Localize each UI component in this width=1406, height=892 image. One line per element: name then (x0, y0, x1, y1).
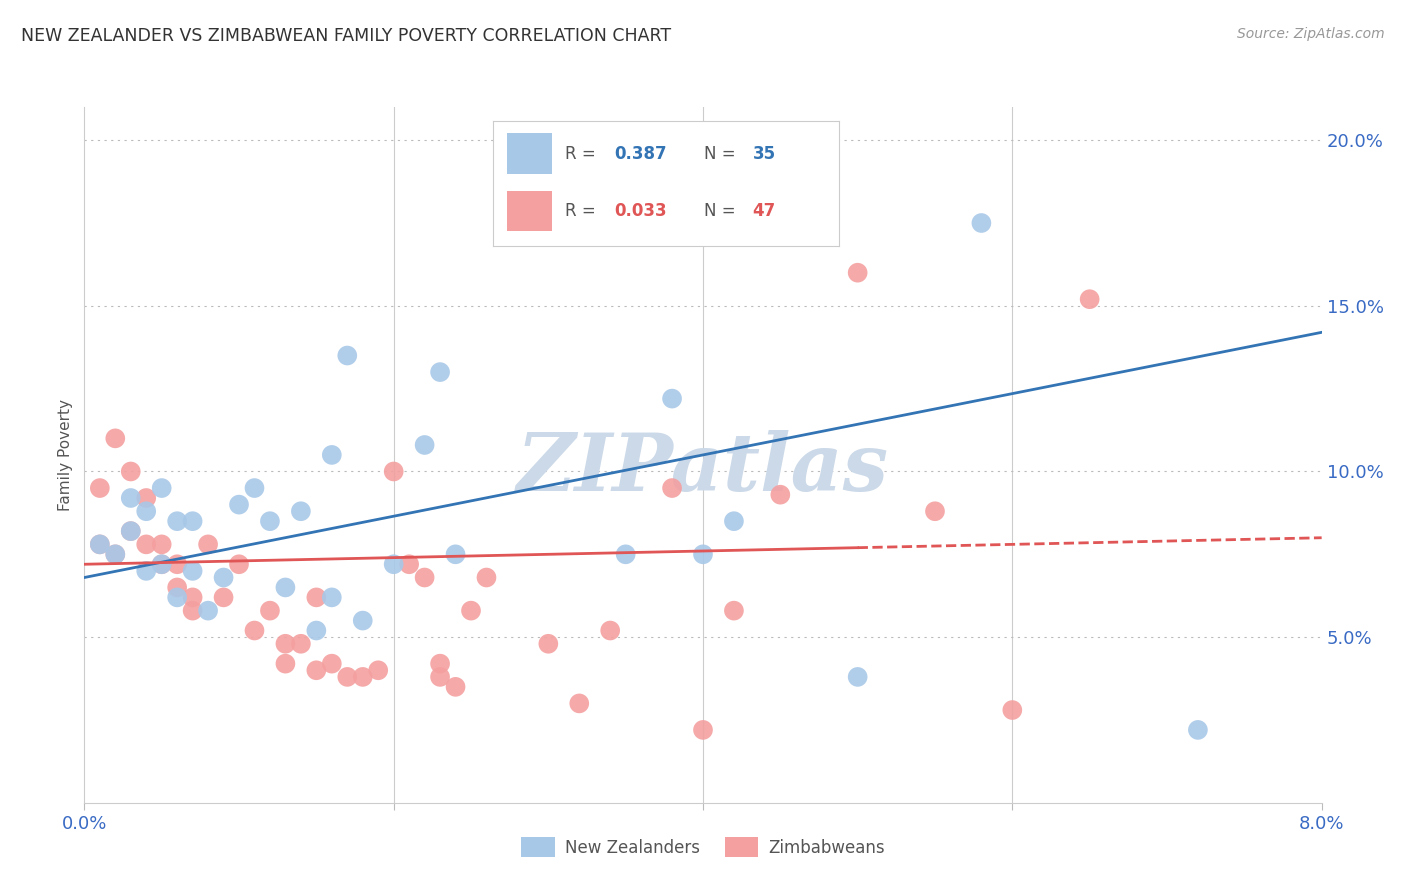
Point (104, 547, 127, 561)
Point (305, 624, 328, 638)
Point (181, 604, 204, 618)
Text: NEW ZEALANDER VS ZIMBABWEAN FAMILY POVERTY CORRELATION CHART: NEW ZEALANDER VS ZIMBABWEAN FAMILY POVER… (21, 27, 671, 45)
Point (429, 365, 451, 379)
Point (970, 216, 993, 230)
Point (104, 431, 127, 445)
Point (104, 547, 127, 561)
Point (599, 624, 621, 638)
Point (846, 670, 869, 684)
Point (197, 537, 219, 551)
Point (336, 670, 359, 684)
Point (89, 537, 111, 551)
Point (305, 663, 328, 677)
Point (1078, 292, 1101, 306)
Text: ZIPatlas: ZIPatlas (517, 430, 889, 508)
Point (228, 558, 250, 572)
Point (166, 514, 188, 528)
Point (367, 663, 389, 677)
Point (723, 514, 745, 528)
Point (120, 491, 142, 505)
Point (290, 637, 312, 651)
Point (290, 504, 312, 518)
Point (382, 558, 405, 572)
Point (382, 465, 405, 479)
Point (352, 614, 374, 628)
Point (274, 581, 297, 595)
Point (181, 514, 204, 528)
Point (398, 558, 420, 572)
Point (120, 524, 142, 538)
Point (259, 514, 281, 528)
Point (661, 392, 683, 406)
Point (135, 564, 157, 578)
Point (212, 591, 235, 605)
Point (661, 481, 683, 495)
Point (413, 570, 436, 584)
Point (1187, 723, 1209, 737)
Point (460, 604, 482, 618)
Point (197, 604, 219, 618)
Point (166, 558, 188, 572)
Point (429, 670, 451, 684)
Point (166, 591, 188, 605)
Point (212, 570, 235, 584)
Point (692, 723, 714, 737)
Point (274, 657, 297, 671)
Point (181, 591, 204, 605)
Point (321, 591, 343, 605)
Point (259, 604, 281, 618)
Point (321, 657, 343, 671)
Point (614, 547, 637, 561)
Point (120, 465, 142, 479)
Point (89, 481, 111, 495)
Text: Source: ZipAtlas.com: Source: ZipAtlas.com (1237, 27, 1385, 41)
Point (537, 637, 560, 651)
Point (444, 547, 467, 561)
Point (429, 657, 451, 671)
Point (692, 547, 714, 561)
Point (228, 498, 250, 512)
Point (243, 624, 266, 638)
Point (135, 504, 157, 518)
Point (243, 481, 266, 495)
Point (568, 697, 591, 711)
Point (723, 604, 745, 618)
Y-axis label: Family Poverty: Family Poverty (58, 399, 73, 511)
Point (150, 558, 173, 572)
Point (150, 481, 173, 495)
Point (321, 448, 343, 462)
Point (89, 537, 111, 551)
Point (444, 680, 467, 694)
Point (769, 488, 792, 502)
Point (305, 591, 328, 605)
Point (120, 524, 142, 538)
Point (846, 266, 869, 280)
Point (150, 558, 173, 572)
Point (135, 537, 157, 551)
Point (924, 504, 946, 518)
Point (274, 637, 297, 651)
Point (475, 570, 498, 584)
Point (181, 564, 204, 578)
Point (166, 581, 188, 595)
Point (352, 670, 374, 684)
Point (336, 349, 359, 363)
Point (413, 438, 436, 452)
Legend: New Zealanders, Zimbabweans: New Zealanders, Zimbabweans (515, 830, 891, 864)
Point (135, 491, 157, 505)
Point (1001, 703, 1024, 717)
Point (150, 537, 173, 551)
